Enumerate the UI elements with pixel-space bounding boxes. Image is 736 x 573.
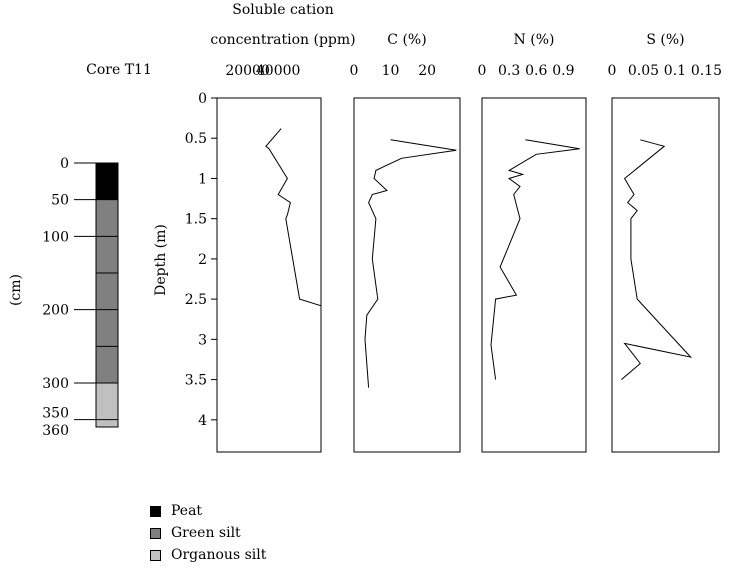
core-outline [95, 162, 119, 428]
series-line [621, 139, 693, 380]
core-tick-label: 300 [42, 376, 69, 392]
legend-label: Peat [171, 503, 203, 519]
x-tick-label: 0.15 [691, 63, 722, 79]
x-tick-label: 0.3 [498, 63, 520, 79]
core-tick-label: 0 [60, 156, 69, 172]
y-tick-label: 3 [198, 332, 207, 348]
core-axis-label: (cm) [8, 274, 24, 306]
legend-item: Peat [150, 500, 266, 522]
y-tick-label: 2 [198, 252, 207, 268]
series-line [265, 128, 321, 307]
x-tick-label: 0.6 [525, 63, 547, 79]
profile-panel: C (%) 0 10 20 [350, 32, 461, 453]
x-tick-label: 0 [608, 63, 617, 79]
x-tick-label: 0.1 [664, 63, 686, 79]
legend-swatch-green-silt [150, 527, 161, 539]
core-tick-label: 50 [51, 193, 69, 209]
legend-swatch-organous-silt [150, 549, 161, 561]
legend-label: Green silt [171, 525, 241, 541]
y-tick-label: 0 [198, 91, 207, 107]
y-axis-label: Depth (m) [153, 224, 169, 296]
panel-title: Soluble cation [232, 2, 333, 18]
series-line [364, 139, 457, 388]
legend: Peat Green silt Organous silt [150, 500, 266, 566]
core-tick-label: 200 [42, 303, 69, 319]
x-tick-label: 20 [418, 63, 436, 79]
y-tick-label: 3.5 [185, 373, 207, 389]
y-tick-label: 0.5 [185, 131, 207, 147]
legend-label: Organous silt [171, 547, 267, 563]
y-tick-label: 1.5 [185, 212, 207, 228]
profile-panel: N (%) 0 0.3 0.6 0.9 [478, 32, 587, 453]
core-tick-label: 360 [42, 423, 69, 439]
x-tick-label: 10 [382, 63, 400, 79]
y-tick-label: 4 [198, 413, 207, 429]
panel-frame [481, 97, 587, 453]
y-tick-label: 1 [198, 171, 207, 187]
core-title: Core T11 [86, 62, 152, 78]
x-tick-label: 0.05 [628, 63, 659, 79]
core-layer [96, 163, 118, 200]
x-tick-label: 0 [350, 63, 359, 79]
x-tick-label: 0 [478, 63, 487, 79]
panel-frame [216, 97, 322, 453]
core-tick-label: 100 [42, 229, 69, 245]
panel-title: concentration (ppm) [210, 32, 355, 48]
panel-title: S (%) [646, 32, 684, 48]
core-tick-label: 350 [42, 406, 69, 422]
x-tick-label: 40000 [256, 63, 301, 79]
series-line [490, 139, 580, 380]
y-tick-label: 2.5 [185, 292, 207, 308]
panel-frame [353, 97, 461, 453]
legend-item: Organous silt [150, 544, 266, 566]
core-layer [96, 199, 118, 383]
panel-title: N (%) [514, 32, 555, 48]
profile-panel: S (%) 0 0.05 0.1 0.15 [608, 32, 722, 453]
legend-item: Green silt [150, 522, 266, 544]
x-tick-label: 20000 [225, 63, 270, 79]
panel-frame [611, 97, 720, 453]
panel-title: C (%) [387, 32, 426, 48]
legend-swatch-peat [150, 505, 161, 517]
core-layer [96, 383, 118, 427]
x-tick-label: 0.9 [552, 63, 574, 79]
